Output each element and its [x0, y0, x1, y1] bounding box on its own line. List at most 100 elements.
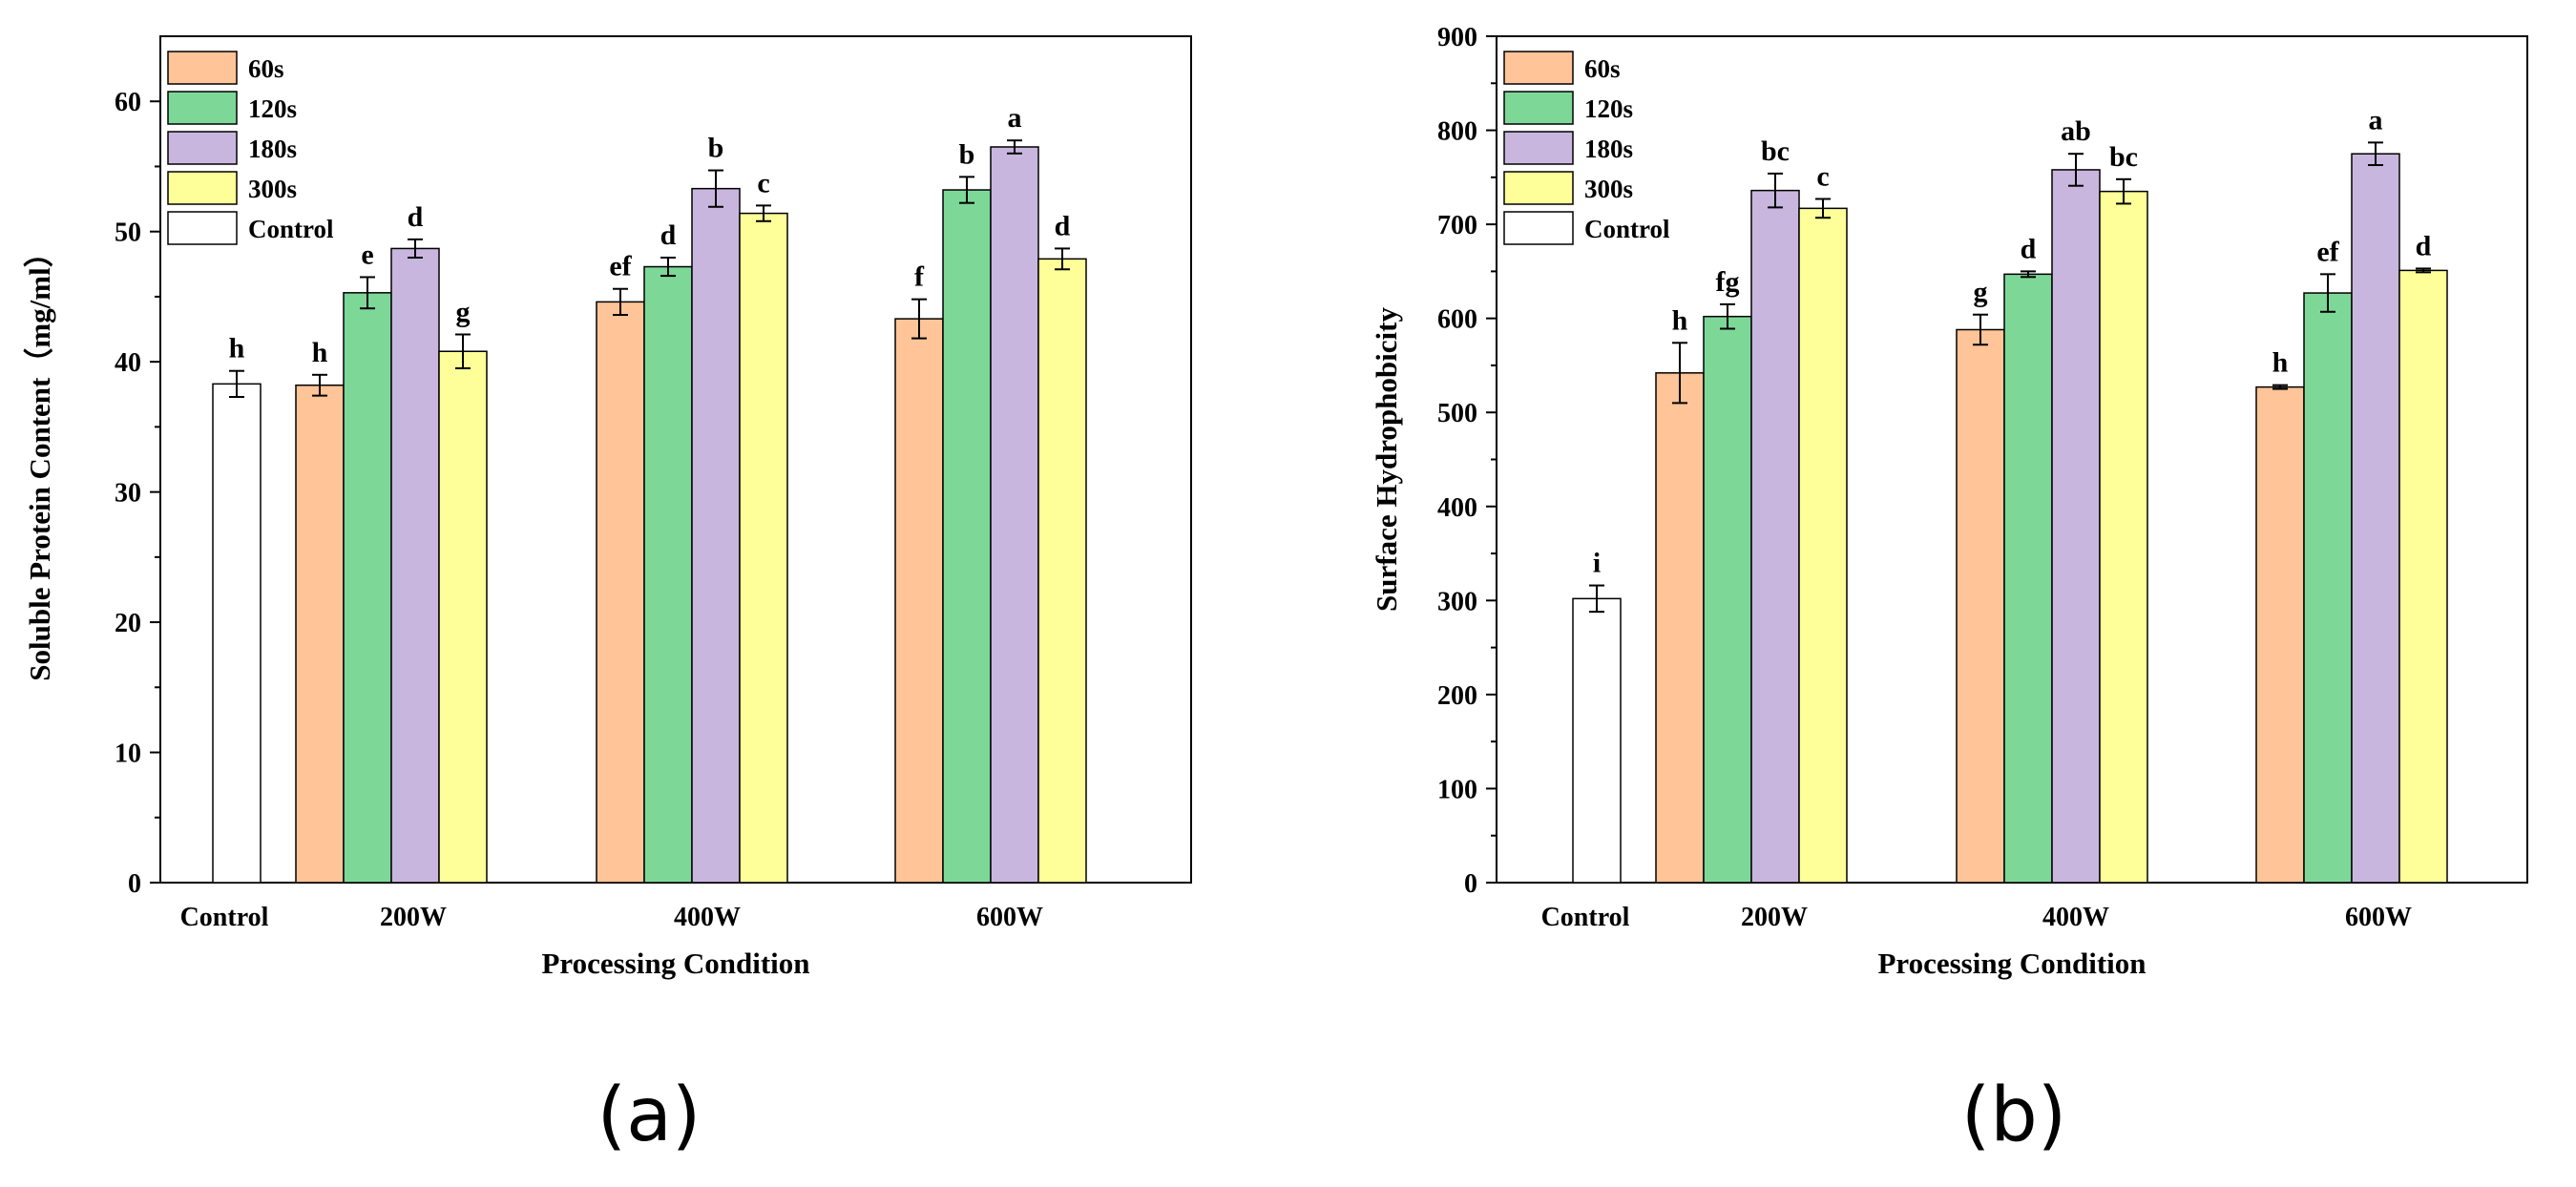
y-tick-label: 50: [115, 219, 141, 248]
legend-swatch-120s: [1503, 91, 1574, 125]
y-tick-label: 600: [1437, 305, 1477, 335]
x-tick-label: 600W: [2345, 903, 2412, 932]
legend-swatch-300s: [167, 171, 238, 205]
bar-control: [1572, 597, 1622, 884]
bar-300s-600W: [1037, 258, 1087, 884]
legend-swatch-120s: [167, 91, 238, 125]
significance-label: d: [408, 201, 424, 233]
y-tick-label: 100: [1437, 775, 1477, 804]
y-tick-label: 400: [1437, 493, 1477, 523]
bar-60s-600W: [2255, 385, 2305, 884]
significance-label: b: [959, 138, 975, 170]
bar-180s-400W: [691, 187, 741, 884]
significance-label: i: [1593, 548, 1601, 579]
y-tick-label: 0: [1464, 869, 1477, 899]
significance-label: a: [2369, 104, 2383, 135]
legend: 60s 120s 180s 300s Control: [167, 51, 334, 245]
legend-label: 60s: [248, 54, 284, 83]
y-tick-label: 300: [1437, 587, 1477, 616]
panel-label: (b): [1961, 1072, 2066, 1158]
significance-label: fg: [1716, 266, 1740, 298]
significance-label: d: [2021, 233, 2037, 264]
bar-120s-400W: [2003, 273, 2053, 884]
significance-label: d: [660, 219, 677, 251]
legend-label: 180s: [248, 135, 297, 163]
y-tick-label: 10: [115, 739, 141, 769]
significance-label: h: [229, 333, 245, 364]
legend-swatch-60s: [1503, 51, 1574, 85]
bar-120s-600W: [2303, 292, 2353, 884]
legend-swatch-60s: [167, 51, 238, 85]
bar-60s-200W: [295, 384, 345, 884]
legend-swatch-control: [1503, 211, 1574, 245]
y-tick-label: 0: [128, 869, 141, 899]
significance-label: d: [2416, 230, 2432, 261]
y-tick-label: 200: [1437, 681, 1477, 711]
bar-300s-400W: [739, 212, 788, 884]
x-tick-label: 200W: [380, 903, 447, 932]
legend-label: 300s: [248, 175, 297, 203]
bar-300s-400W: [2099, 190, 2148, 884]
bar-300s-600W: [2398, 269, 2448, 884]
x-tick-label: 600W: [976, 903, 1043, 932]
x-axis-title: Processing Condition: [1877, 947, 2146, 980]
significance-label: h: [312, 337, 328, 368]
significance-label: a: [1008, 102, 1022, 134]
x-tick-label: 400W: [2042, 903, 2109, 932]
y-tick-label: 40: [115, 348, 141, 378]
significance-label: g: [456, 296, 471, 327]
chart-panel-a: 0 10 20 30 40 50 60 Processing Condition Soluble…: [23, 35, 1192, 1158]
significance-label: h: [1672, 304, 1688, 336]
y-tick-label: 60: [115, 88, 141, 117]
bar-180s-400W: [2051, 169, 2101, 884]
panel-label: (a): [597, 1072, 702, 1158]
legend-label: 120s: [1584, 94, 1633, 123]
x-tick-label: 400W: [674, 903, 741, 932]
y-tick-label: 30: [115, 479, 141, 509]
y-tick-label: 700: [1437, 211, 1477, 240]
significance-label: f: [914, 261, 925, 293]
significance-label: c: [757, 167, 769, 198]
y-axis-title: Soluble Protein Content（mg/ml）: [23, 238, 56, 680]
x-tick-label: 200W: [1741, 903, 1808, 932]
y-tick-label: 500: [1437, 399, 1477, 428]
legend-label: 180s: [1584, 135, 1633, 163]
y-tick-label: 900: [1437, 23, 1477, 52]
legend: 60s 120s 180s 300s Control: [1503, 51, 1670, 245]
bar-180s-600W: [990, 146, 1039, 884]
significance-label: c: [1816, 161, 1829, 193]
bar-120s-200W: [1703, 315, 1752, 884]
significance-label: ef: [609, 251, 632, 282]
significance-label: e: [361, 239, 373, 270]
legend-swatch-180s: [1503, 131, 1574, 165]
bar-control: [212, 383, 262, 884]
legend-label: 60s: [1584, 54, 1621, 83]
legend-swatch-180s: [167, 131, 238, 165]
x-tick-label-control: Control: [1541, 903, 1630, 932]
significance-label: d: [1055, 210, 1071, 241]
significance-label: h: [2272, 347, 2289, 379]
bar-60s-400W: [596, 301, 645, 884]
legend-label: 300s: [1584, 175, 1633, 203]
bar-180s-200W: [1750, 189, 1800, 884]
bar-300s-200W: [1798, 207, 1848, 884]
legend-label: 120s: [248, 94, 297, 123]
bar-120s-200W: [343, 292, 392, 884]
legend-swatch-control: [167, 211, 238, 245]
legend-swatch-300s: [1503, 171, 1574, 205]
bar-120s-400W: [643, 265, 693, 884]
bar-60s-400W: [1956, 328, 2005, 884]
significance-label: ab: [2061, 115, 2091, 147]
x-tick-label-control: Control: [180, 903, 269, 932]
bar-120s-600W: [942, 189, 992, 884]
significance-label: b: [708, 133, 724, 164]
chart-panel-b: 0 100 200 300 400 500 600 700 800 900 Processing C…: [1370, 23, 2528, 1158]
bar-60s-600W: [894, 318, 944, 884]
legend-label: Control: [1584, 215, 1670, 243]
significance-label: ef: [2316, 236, 2339, 267]
y-tick-label: 20: [115, 609, 141, 638]
bar-60s-200W: [1655, 372, 1705, 884]
x-axis-title: Processing Condition: [541, 947, 809, 980]
bar-300s-200W: [438, 350, 488, 884]
